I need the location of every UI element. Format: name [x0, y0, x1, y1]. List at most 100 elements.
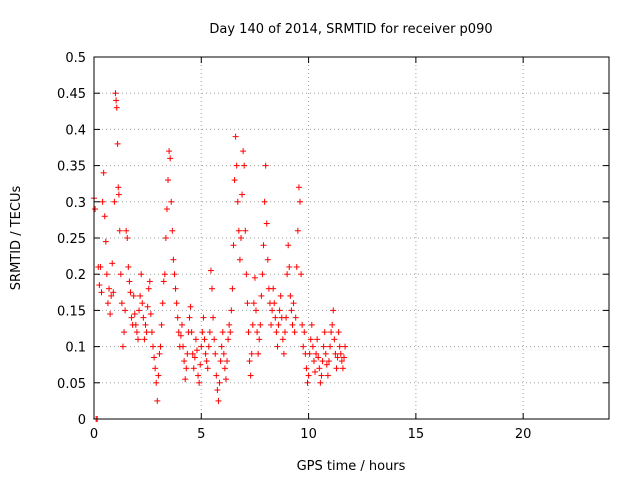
data-point	[277, 292, 284, 299]
y-tick-label: 0	[78, 413, 86, 428]
data-point	[335, 329, 342, 336]
data-point	[232, 133, 239, 140]
data-point	[165, 177, 172, 184]
data-point	[316, 365, 323, 372]
data-point	[330, 307, 337, 314]
data-point	[210, 314, 217, 321]
data-point	[148, 329, 155, 336]
data-point	[230, 242, 237, 249]
data-point	[209, 285, 216, 292]
data-point	[256, 336, 263, 343]
data-point	[113, 97, 120, 104]
data-point	[324, 372, 331, 379]
x-tick-label: 15	[408, 427, 425, 442]
data-point	[303, 365, 310, 372]
data-point	[297, 198, 303, 205]
data-point	[229, 285, 236, 292]
data-point	[318, 372, 325, 379]
data-point	[285, 242, 292, 249]
data-point	[125, 263, 132, 270]
data-point	[147, 311, 154, 318]
data-point	[313, 350, 320, 357]
data-point	[218, 343, 225, 350]
data-point	[259, 271, 266, 278]
data-point	[150, 343, 157, 350]
data-point	[175, 329, 182, 336]
data-point	[234, 198, 241, 205]
data-point	[97, 263, 104, 270]
data-point	[213, 372, 220, 379]
data-point	[160, 278, 167, 285]
data-points	[91, 90, 349, 422]
data-point	[279, 336, 286, 343]
data-point	[254, 329, 261, 336]
data-point	[115, 184, 122, 191]
data-point	[312, 368, 319, 375]
data-point	[334, 354, 341, 361]
data-point	[255, 350, 262, 357]
data-point	[138, 271, 145, 278]
data-point	[123, 227, 130, 234]
data-point	[308, 321, 315, 328]
data-point	[333, 365, 340, 372]
data-point	[154, 397, 161, 404]
data-point	[190, 365, 197, 372]
data-point	[284, 271, 291, 278]
data-point	[249, 321, 256, 328]
data-point	[170, 256, 177, 263]
data-point	[281, 329, 288, 336]
data-point	[206, 329, 213, 336]
data-point	[207, 267, 214, 274]
data-point	[275, 321, 282, 328]
data-point	[323, 361, 330, 368]
y-tick-label: 0.4	[65, 123, 86, 138]
y-tick-label: 0.5	[65, 51, 86, 66]
data-point	[173, 300, 180, 307]
y-tick-label: 0.3	[65, 196, 86, 211]
data-point	[271, 300, 278, 307]
data-point	[235, 227, 242, 234]
data-point	[194, 347, 200, 354]
data-point	[205, 343, 212, 350]
data-point	[290, 300, 297, 307]
data-point	[287, 292, 294, 299]
data-point	[204, 365, 211, 372]
data-point	[127, 289, 134, 296]
data-point	[227, 329, 234, 336]
data-point	[244, 300, 251, 307]
data-point	[233, 162, 240, 169]
data-point	[189, 350, 196, 357]
data-point	[128, 314, 135, 321]
data-point	[113, 104, 120, 111]
data-point	[102, 238, 109, 245]
data-point	[340, 354, 347, 361]
data-point	[197, 361, 204, 368]
data-point	[191, 354, 198, 361]
data-point	[216, 379, 223, 386]
x-tick-label: 5	[197, 427, 205, 442]
data-point	[239, 191, 246, 198]
data-point	[222, 376, 229, 383]
data-point	[306, 350, 313, 357]
data-point	[226, 321, 233, 328]
data-point	[156, 350, 163, 357]
data-point	[183, 365, 190, 372]
data-point	[145, 285, 152, 292]
data-point	[134, 336, 141, 343]
data-point	[286, 263, 293, 270]
data-point	[319, 358, 326, 365]
data-point	[304, 379, 311, 386]
data-point	[141, 336, 148, 343]
data-point	[136, 307, 143, 314]
data-point	[215, 397, 222, 404]
data-point	[289, 321, 296, 328]
data-point	[182, 376, 189, 383]
data-point	[103, 271, 110, 278]
plot-frame	[93, 56, 610, 420]
data-point	[109, 260, 116, 267]
data-point	[116, 227, 123, 234]
data-point	[137, 292, 144, 299]
data-point	[172, 285, 179, 292]
data-point	[178, 321, 185, 328]
data-point	[263, 220, 270, 227]
